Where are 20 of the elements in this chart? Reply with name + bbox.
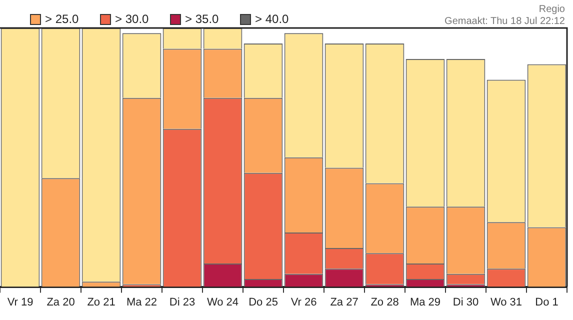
x-tick-label: Di 30 xyxy=(452,296,479,308)
x-tick-label: Za 27 xyxy=(330,296,358,308)
x-tick-label: Zo 28 xyxy=(370,296,399,308)
text: Gemaakt: Thu 18 Jul 22:12 xyxy=(444,16,565,28)
legend-label: > 40.0 xyxy=(255,12,289,26)
x-tick-label: Di 23 xyxy=(169,296,196,308)
legend-label: > 35.0 xyxy=(185,12,219,26)
x-tick-label: Vr 26 xyxy=(290,296,317,308)
x-tick-label: Do 1 xyxy=(535,296,558,308)
x-tick-label: Wo 31 xyxy=(490,296,522,308)
x-tick-label: Ma 29 xyxy=(410,296,441,308)
x-tick-label: Zo 21 xyxy=(87,296,116,308)
x-tick-label: Ma 22 xyxy=(126,296,158,308)
x-tick-label: Vr 19 xyxy=(7,296,34,308)
x-tick-label: Do 25 xyxy=(248,296,278,308)
legend-label: > 30.0 xyxy=(115,12,149,26)
text: Regio xyxy=(538,4,565,16)
legend-label: > 25.0 xyxy=(45,12,79,26)
x-tick-label: Za 20 xyxy=(46,296,75,308)
x-tick-label: Wo 24 xyxy=(206,296,239,308)
